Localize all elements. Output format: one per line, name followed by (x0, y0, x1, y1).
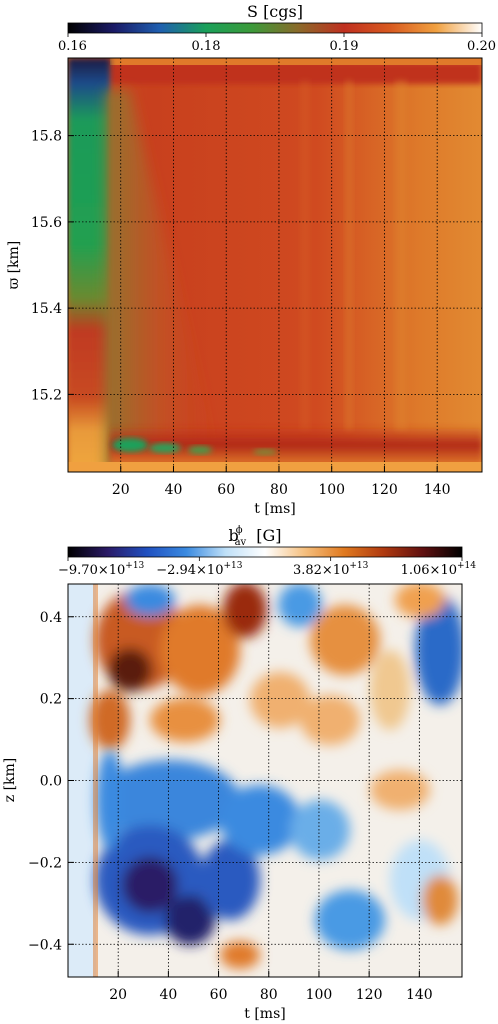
colorbar-1 (67, 22, 483, 34)
y-tick-label-2: 0.2 (40, 692, 62, 708)
x-axis-label-2: t [ms] (244, 1006, 285, 1022)
x-tick-label-2: 60 (210, 987, 228, 1003)
heatmap-2-field (68, 584, 462, 977)
x-tick-label-2: 80 (260, 987, 278, 1003)
y-axis-label-1: ϖ [km] (6, 241, 22, 290)
bottom-panel: bϕ av [G] −9.70×10+13 −2.94×10+13 3.82×10+13… (2, 525, 476, 1022)
x-tick-label-2: 20 (109, 987, 127, 1003)
colorbar-1-tick-label: 0.20 (467, 39, 496, 54)
x-tick-label-1: 20 (112, 482, 130, 498)
colorbar-2-tick-label: 1.06×10+14 (401, 561, 477, 578)
colorbar-1-title: S [cgs] (247, 2, 303, 21)
colorbar-1-tick-label: 0.16 (58, 39, 87, 54)
x-tick-label-1: 100 (318, 482, 345, 498)
colorbar-2 (67, 546, 463, 558)
x-tick-label-2: 120 (356, 987, 383, 1003)
y-tick-label-1: 15.4 (31, 301, 62, 317)
heatmap-1-field (68, 58, 482, 472)
y-tick-label-1: 15.8 (31, 129, 62, 145)
y-tick-label-1: 15.6 (31, 215, 62, 231)
x-tick-label-2: 140 (406, 987, 433, 1003)
x-tick-label-1: 80 (270, 482, 288, 498)
x-axis-label-1: t [ms] (254, 501, 295, 517)
colorbar-2-tick-label: −9.70×10+13 (58, 561, 145, 578)
x-tick-label-2: 100 (306, 987, 333, 1003)
x-tick-label-1: 60 (217, 482, 235, 498)
x-tick-label-1: 120 (371, 482, 398, 498)
colorbar-2-tick-label: 3.82×10+13 (293, 561, 369, 578)
y-tick-label-2: −0.4 (28, 937, 62, 953)
top-panel: S [cgs] 0.16 0.18 0.19 0.20 (6, 2, 496, 517)
y-axis-label-2: z [km] (2, 758, 18, 803)
colorbar-1-tick-label: 0.18 (192, 39, 221, 54)
x-tick-label-2: 40 (159, 987, 177, 1003)
colorbar-1-tick-label: 0.19 (330, 39, 359, 54)
y-tick-label-2: −0.2 (28, 855, 62, 871)
y-tick-label-2: 0.4 (40, 610, 62, 626)
heatmap-1-frame (67, 57, 483, 473)
y-tick-label-1: 15.2 (31, 387, 62, 403)
colorbar-2-title: bϕ av [G] (229, 525, 282, 548)
colorbar-2-tick-label: −2.94×10+13 (156, 561, 243, 578)
x-tick-label-1: 140 (424, 482, 451, 498)
x-tick-label-1: 40 (165, 482, 183, 498)
y-tick-label-2: 0.0 (40, 774, 62, 790)
